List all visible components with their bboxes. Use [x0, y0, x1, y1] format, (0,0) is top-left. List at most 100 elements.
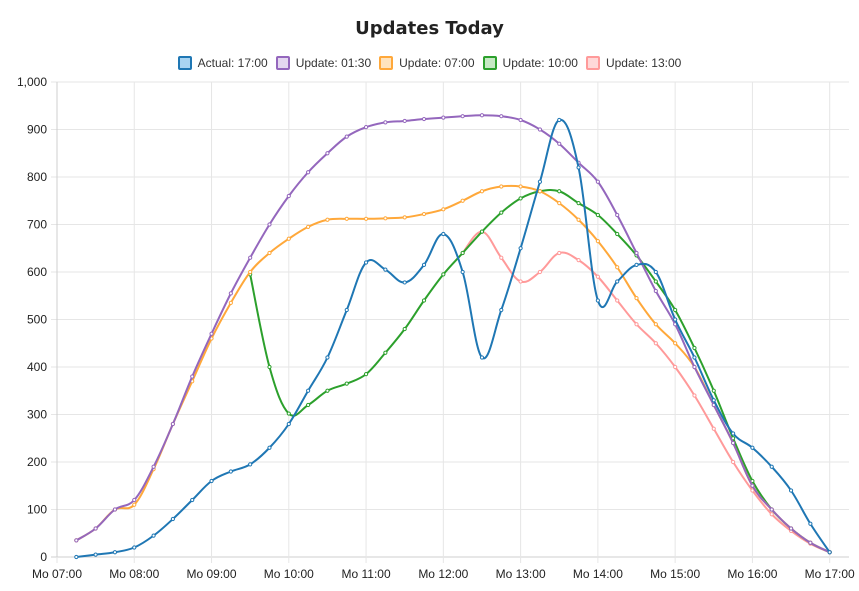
data-point: [615, 212, 620, 218]
series-line: [461, 230, 831, 554]
data-point: [827, 550, 832, 555]
data-point: [788, 526, 794, 531]
data-point: [595, 212, 600, 218]
data-point: [537, 269, 543, 275]
data-point: [808, 540, 813, 545]
y-tick-label: 400: [27, 360, 47, 374]
legend-swatch: [177, 56, 192, 70]
data-point: [306, 224, 311, 229]
data-point: [653, 341, 658, 346]
y-tick-label: 500: [27, 313, 47, 327]
legend-item[interactable]: Update: 10:00: [482, 56, 578, 70]
data-point: [653, 288, 658, 294]
data-point: [363, 125, 369, 130]
y-tick-label: 200: [27, 455, 47, 469]
data-point: [248, 255, 253, 260]
data-point: [788, 488, 794, 493]
legend-swatch: [482, 56, 497, 70]
y-tick-label: 1,000: [17, 75, 47, 89]
series-group: [74, 113, 832, 560]
data-point: [421, 298, 427, 303]
data-point: [673, 307, 678, 313]
data-point: [325, 217, 330, 222]
data-point: [499, 184, 504, 189]
data-point: [228, 469, 233, 474]
data-point: [421, 262, 427, 267]
data-point: [383, 267, 388, 272]
data-point: [325, 388, 330, 393]
data-point: [750, 445, 755, 450]
data-point: [402, 215, 407, 220]
data-point: [441, 231, 446, 237]
x-tick-label: Mo 13:00: [496, 567, 546, 581]
data-point: [615, 231, 620, 237]
data-point: [112, 507, 118, 512]
data-point: [557, 117, 562, 123]
data-point: [537, 189, 543, 194]
data-point: [421, 211, 427, 217]
x-tick-label: Mo 16:00: [727, 567, 777, 581]
legend-label: Update: 10:00: [502, 56, 578, 70]
legend-item[interactable]: Update: 13:00: [585, 56, 682, 70]
data-point: [499, 114, 504, 119]
legend-label: Update: 13:00: [605, 56, 682, 70]
data-point: [402, 326, 407, 332]
series-update-01-30: [74, 113, 832, 555]
data-point: [576, 217, 581, 222]
data-point: [499, 210, 504, 215]
data-point: [731, 431, 736, 436]
y-tick-label: 0: [40, 550, 47, 564]
data-point: [325, 151, 330, 156]
data-point: [267, 364, 272, 370]
data-point: [576, 201, 581, 206]
x-tick-label: Mo 09:00: [187, 567, 237, 581]
data-point: [132, 545, 137, 550]
legend-label: Actual: 17:00: [197, 56, 268, 70]
data-point: [363, 372, 369, 377]
y-tick-label: 700: [27, 218, 47, 232]
data-point: [557, 250, 562, 256]
data-point: [170, 421, 175, 427]
data-point: [576, 165, 581, 170]
data-point: [441, 207, 446, 212]
data-point: [363, 216, 369, 221]
x-tick-label: Mo 11:00: [341, 567, 390, 581]
data-point: [479, 113, 485, 118]
data-point: [634, 262, 639, 267]
data-point: [74, 554, 79, 560]
data-point: [421, 116, 427, 122]
data-point: [267, 250, 272, 256]
x-tick-label: Mo 10:00: [264, 567, 314, 581]
data-point: [576, 258, 581, 263]
series-update-07-00: [74, 184, 832, 555]
data-point: [653, 269, 658, 275]
data-point: [363, 260, 369, 265]
x-tick-label: Mo 12:00: [418, 567, 468, 581]
data-point: [479, 189, 485, 194]
legend-item[interactable]: Actual: 17:00: [177, 56, 268, 70]
data-point: [190, 374, 195, 379]
data-point: [634, 322, 639, 327]
data-point: [306, 170, 311, 175]
data-point: [228, 291, 233, 296]
grid: 0 100 200 300 400 500 600 700 800 900 1,000 Mo 07:0…: [17, 75, 855, 581]
legend-item[interactable]: Update: 07:00: [379, 56, 475, 70]
data-point: [769, 512, 774, 517]
data-point: [132, 497, 137, 503]
y-tick-label: 600: [27, 265, 47, 279]
data-point: [344, 216, 349, 221]
data-point: [769, 464, 774, 469]
legend-item[interactable]: Update: 01:30: [275, 56, 371, 70]
data-point: [402, 118, 407, 124]
data-point: [209, 331, 214, 336]
legend-swatch: [275, 56, 290, 70]
data-point: [518, 279, 523, 284]
data-point: [595, 179, 600, 184]
x-tick-label: Mo 07:00: [32, 567, 82, 581]
legend-label: Update: 07:00: [399, 56, 475, 70]
data-point: [557, 189, 562, 194]
data-point: [286, 411, 291, 416]
series-update-13-00: [460, 229, 832, 555]
